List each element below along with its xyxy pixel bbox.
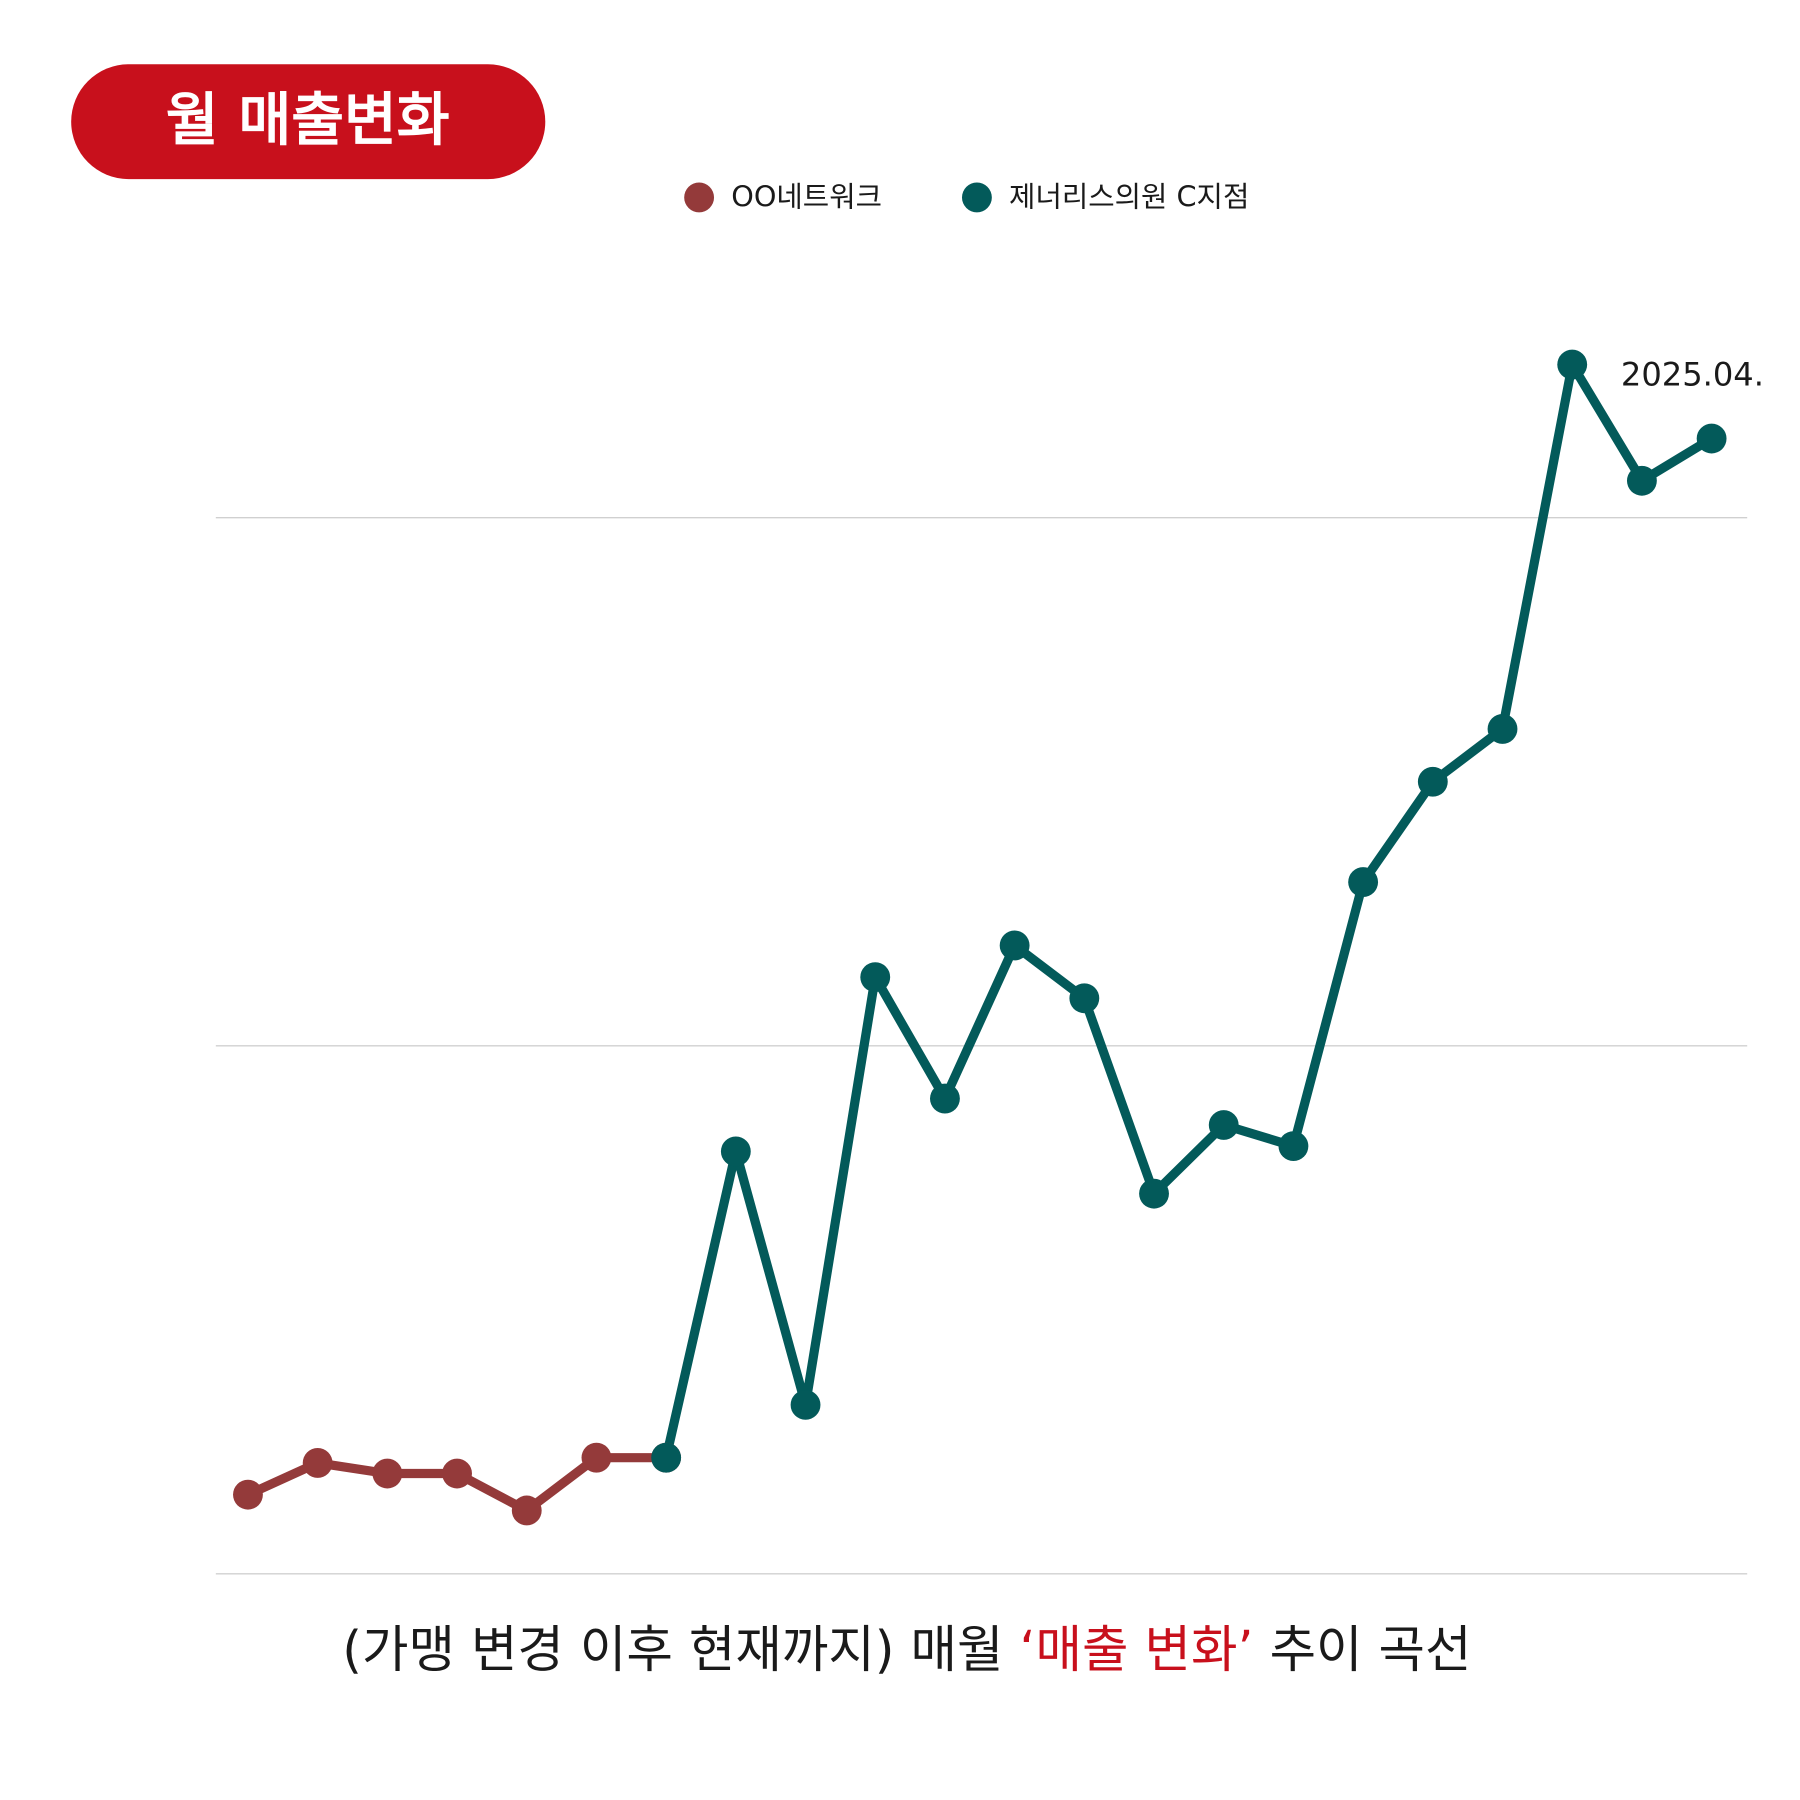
- point: [1139, 1178, 1169, 1209]
- point: [1278, 1131, 1309, 1162]
- legend-label: OO네트워크: [731, 180, 882, 214]
- point: [651, 1442, 682, 1473]
- caption-part: (가맹 변경 이후 현재까지) 매월: [342, 1620, 1003, 1679]
- point: [442, 1458, 472, 1489]
- point: [860, 962, 891, 993]
- point: [790, 1389, 821, 1420]
- point: [372, 1458, 403, 1489]
- point: [930, 1083, 960, 1114]
- title-badge: [71, 64, 546, 180]
- point: [720, 1136, 751, 1167]
- point: [1069, 983, 1100, 1014]
- point: [1348, 867, 1379, 898]
- lines: [233, 349, 1727, 1526]
- legend-marker: [961, 182, 992, 213]
- legend-marker: [684, 182, 715, 213]
- point: [1557, 349, 1588, 380]
- caption: (가맹 변경 이후 현재까지) 매월 ‘매출 변화’ 추이 곡선: [342, 1620, 1471, 1679]
- grid: [215, 517, 1748, 1575]
- point: [1696, 423, 1727, 454]
- point: [999, 930, 1030, 961]
- chart-title: 월 매출변화: [166, 87, 450, 154]
- point: [1417, 766, 1448, 797]
- legend: OO네트워크 제너리스의원 C지점: [684, 180, 1249, 214]
- point: [1626, 465, 1657, 496]
- caption-part: 추이 곡선: [1270, 1620, 1472, 1679]
- point: [1208, 1110, 1239, 1140]
- annotation: 2025.04.: [1621, 356, 1764, 394]
- point: [302, 1448, 333, 1478]
- point: [511, 1495, 542, 1526]
- point: [581, 1442, 612, 1473]
- series-line: [661, 360, 1714, 1459]
- point: [233, 1479, 263, 1510]
- legend-label: 제너리스의원 C지점: [1009, 180, 1249, 214]
- point: [1487, 714, 1518, 744]
- caption-part: ‘매출 변화’: [1020, 1620, 1254, 1679]
